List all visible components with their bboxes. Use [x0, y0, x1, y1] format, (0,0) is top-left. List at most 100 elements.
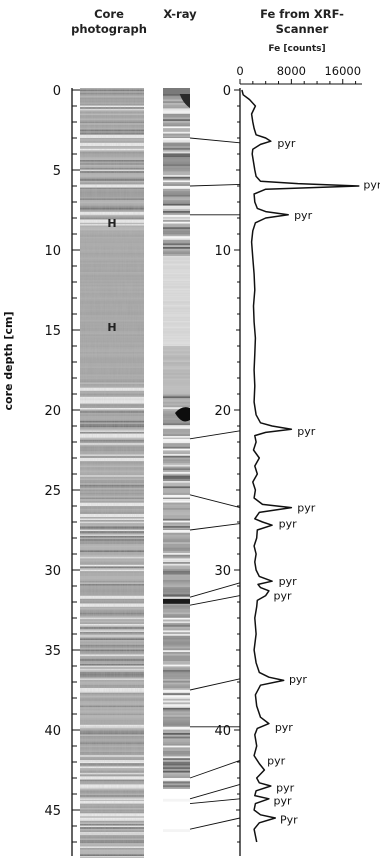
xray-lamina — [163, 337, 190, 339]
pyr-label: pyr — [294, 209, 312, 222]
xray-lamina — [163, 256, 190, 258]
xray-lamina — [163, 326, 190, 329]
xray-lamina — [163, 473, 190, 476]
xray-lamina — [163, 358, 190, 361]
xray-lamina — [163, 675, 190, 678]
xray-lamina — [163, 115, 190, 118]
pyr-label: Pyr — [280, 814, 298, 827]
xray-lamina — [163, 200, 190, 203]
xray-lamina — [163, 542, 190, 545]
xray-lamina — [163, 306, 190, 309]
xray-lamina — [163, 673, 190, 676]
correlation-line — [189, 759, 241, 779]
xray-lamina — [163, 583, 190, 586]
xray-lamina — [163, 340, 190, 343]
xray-lamina — [163, 349, 190, 352]
xray-lamina — [163, 486, 190, 489]
left-tick-label: 40 — [44, 724, 61, 739]
xray-lamina — [163, 626, 190, 629]
xray-lamina — [163, 407, 190, 410]
xray-lamina — [163, 679, 190, 681]
xray-lamina — [163, 715, 190, 717]
xray-lamina — [163, 644, 190, 647]
xray-lamina — [163, 110, 190, 113]
xray-lamina — [163, 648, 190, 651]
xray-lamina — [163, 754, 190, 757]
xray-lamina — [163, 427, 190, 429]
xray-lamina — [163, 567, 190, 570]
xray-lamina — [163, 265, 190, 267]
xray-lamina — [163, 324, 190, 327]
fe-tick-label: 0 — [236, 64, 243, 78]
xray-lamina — [163, 713, 190, 716]
xray-lamina — [163, 464, 190, 467]
xray-lamina — [163, 569, 190, 572]
xray-lamina — [163, 425, 190, 428]
xray-lamina — [163, 565, 190, 568]
xray-lamina — [163, 718, 190, 721]
xray-lamina — [163, 659, 190, 662]
xray-lamina — [163, 461, 190, 464]
xray-lamina — [163, 535, 190, 537]
xray-lamina — [163, 587, 190, 590]
xray-lamina — [163, 704, 190, 707]
xray-lamina — [163, 94, 190, 96]
xray-lamina — [163, 126, 190, 129]
xray-lamina — [163, 610, 190, 613]
fe-series-line — [241, 89, 360, 843]
xray-lamina — [163, 293, 190, 296]
xray-lamina — [163, 135, 190, 138]
xray-lamina — [163, 619, 190, 622]
xray-lamina — [163, 770, 190, 773]
xray-lamina — [163, 761, 190, 764]
y-axis-title: core depth [cm] — [2, 312, 15, 411]
xray-lamina — [163, 335, 190, 338]
xray-lamina — [163, 146, 190, 149]
fe-tick-label: 8000 — [277, 64, 306, 78]
xray-lamina — [163, 709, 190, 712]
xray-lamina — [163, 342, 190, 345]
xray-lamina — [163, 693, 190, 696]
xray-lamina — [163, 304, 190, 307]
fe-header-line2: Scanner — [276, 22, 329, 36]
xray-lamina — [163, 398, 190, 401]
xray-lamina — [163, 733, 190, 735]
xray-lamina — [163, 133, 190, 136]
xray-lamina — [163, 380, 190, 383]
xray-lamina — [163, 281, 190, 284]
xray-lamina — [163, 482, 190, 485]
xray-lamina — [163, 178, 190, 181]
xray-lamina — [163, 632, 190, 635]
xray-lamina — [163, 218, 190, 221]
xray-header: X-ray — [163, 7, 197, 21]
xray-lamina — [163, 308, 190, 311]
xray-lamina — [163, 785, 190, 788]
right-tick-label: 30 — [214, 564, 231, 579]
xray-lamina — [163, 191, 190, 194]
xray-lamina — [163, 157, 190, 159]
xray-lamina — [163, 468, 190, 471]
xray-lamina — [163, 369, 190, 372]
xray-lamina — [163, 502, 190, 505]
xray-lamina — [163, 108, 190, 111]
xray-lamina — [163, 524, 190, 527]
xray-lamina — [163, 661, 190, 663]
xray-lamina — [163, 173, 190, 176]
pyr-label: pyr — [274, 590, 292, 603]
xray-lamina — [163, 623, 190, 626]
xray-lamina — [163, 171, 190, 174]
xray-lamina — [163, 729, 190, 732]
xray-lamina — [163, 680, 190, 683]
xray-lamina — [163, 572, 190, 575]
xray-lamina — [163, 653, 190, 656]
fe-top-ticks: 0 8000 16000 — [236, 64, 361, 84]
xray-lamina — [163, 472, 190, 474]
xray-lamina — [163, 288, 190, 291]
xray-lamina — [163, 245, 190, 248]
xray-lamina — [163, 448, 190, 451]
xray-lamina — [163, 596, 190, 599]
xray-bright-layer — [163, 597, 190, 600]
xray-lamina — [163, 479, 190, 482]
xray-lamina — [163, 576, 190, 579]
xray-lamina — [163, 394, 190, 397]
